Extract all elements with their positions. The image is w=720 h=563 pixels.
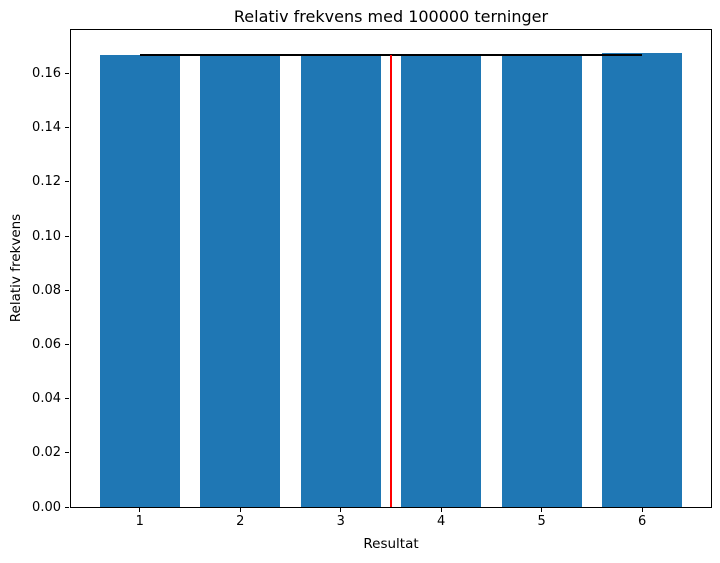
y-tick-label: 0.16 bbox=[32, 65, 61, 81]
mean-line bbox=[390, 55, 392, 507]
x-tick-mark bbox=[541, 508, 543, 512]
x-tick-mark bbox=[340, 508, 342, 512]
y-tick-label: 0.02 bbox=[32, 445, 61, 461]
y-tick-label: 0.04 bbox=[32, 391, 61, 407]
bar-3 bbox=[300, 55, 381, 507]
x-tick-label: 6 bbox=[638, 514, 647, 529]
y-tick-label: 0.12 bbox=[32, 174, 61, 190]
x-tick-mark bbox=[239, 508, 241, 512]
bar-1 bbox=[99, 54, 180, 507]
plot-area: 0.00 0.02 0.04 0.06 0.08 0.10 0.12 0.14 0.16 1 2 3 4… bbox=[32, 29, 712, 529]
y-tick-mark bbox=[65, 235, 69, 237]
x-axis-label: Resultat bbox=[363, 536, 419, 552]
bar-2 bbox=[200, 55, 281, 507]
x-tick-label: 1 bbox=[135, 514, 144, 529]
y-tick-mark bbox=[65, 506, 69, 508]
x-tick-label: 3 bbox=[336, 514, 345, 529]
y-tick-label: 0.00 bbox=[32, 499, 61, 515]
y-tick-mark bbox=[65, 72, 69, 74]
y-tick-mark bbox=[65, 289, 69, 291]
bar-6 bbox=[602, 52, 683, 507]
chart-title: Relativ frekvens med 100000 terninger bbox=[233, 7, 549, 26]
y-tick-label: 0.06 bbox=[32, 336, 61, 352]
y-tick-label: 0.14 bbox=[32, 120, 61, 136]
x-tick-mark bbox=[440, 508, 442, 512]
y-tick-label: 0.08 bbox=[32, 282, 61, 298]
bar-4 bbox=[401, 55, 482, 507]
x-tick-mark bbox=[139, 508, 141, 512]
y-tick-mark bbox=[65, 181, 69, 183]
x-tick-label: 4 bbox=[437, 514, 446, 529]
y-tick-label: 0.10 bbox=[32, 228, 61, 244]
y-tick-mark bbox=[65, 452, 69, 454]
x-tick-label: 5 bbox=[537, 514, 546, 529]
x-tick-mark bbox=[641, 508, 643, 512]
y-tick-mark bbox=[65, 127, 69, 129]
x-tick-label: 2 bbox=[236, 514, 245, 529]
y-tick-mark bbox=[65, 398, 69, 400]
y-tick-mark bbox=[65, 343, 69, 345]
bar-5 bbox=[501, 55, 582, 507]
